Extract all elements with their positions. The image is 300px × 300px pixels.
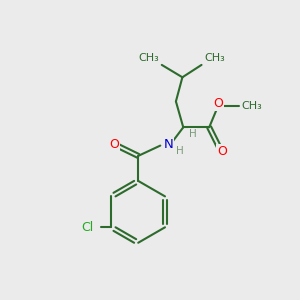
Text: Cl: Cl (82, 221, 94, 234)
Text: CH₃: CH₃ (242, 101, 262, 111)
Text: CH₃: CH₃ (204, 53, 225, 63)
Text: H: H (176, 146, 183, 156)
Text: O: O (213, 97, 223, 110)
Text: O: O (217, 145, 227, 158)
Text: O: O (109, 138, 119, 151)
Text: H: H (189, 129, 196, 139)
Text: N: N (164, 139, 174, 152)
Text: CH₃: CH₃ (139, 53, 159, 63)
